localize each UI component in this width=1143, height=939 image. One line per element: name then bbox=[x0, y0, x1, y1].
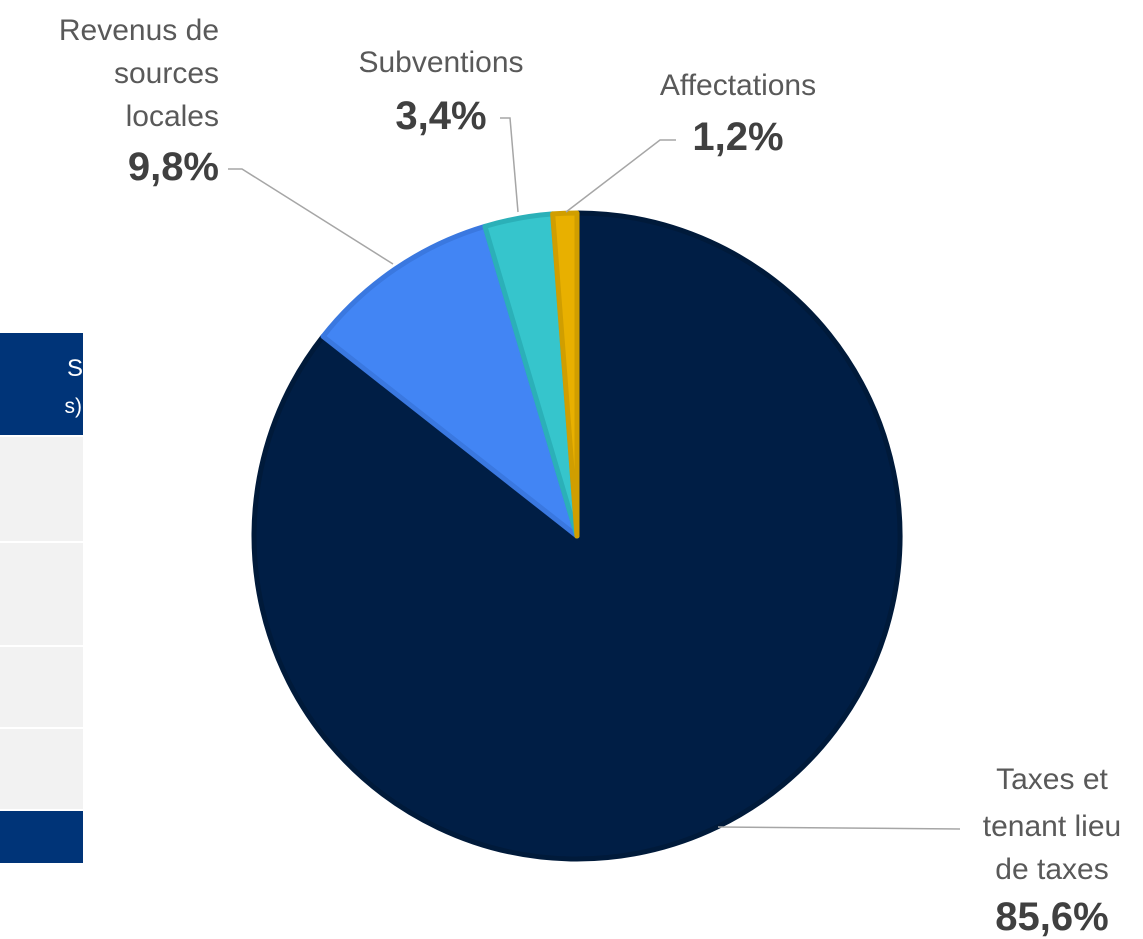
table-footer bbox=[0, 809, 83, 863]
pie-slice-revenus bbox=[320, 223, 580, 539]
pie-slice-affectations bbox=[550, 210, 580, 539]
table-row bbox=[0, 645, 83, 727]
table-header-line2: s) bbox=[64, 395, 83, 418]
label-subventions: Subventions bbox=[358, 46, 523, 79]
leader-line-revenus bbox=[228, 168, 394, 265]
value-label-affectations: 1,2% bbox=[692, 115, 783, 159]
label-taxes-line3: de taxes bbox=[995, 853, 1108, 886]
table-row bbox=[0, 727, 83, 809]
value-label-subventions: 3,4% bbox=[395, 94, 486, 138]
leader-line-taxes bbox=[717, 826, 961, 830]
table-header-line1: S bbox=[66, 355, 83, 382]
partial-table: S s) bbox=[0, 333, 83, 863]
label-taxes-line2: tenant lieu bbox=[983, 810, 1121, 843]
label-revenus-line3: locales bbox=[126, 100, 219, 133]
value-label-revenus: 9,8% bbox=[128, 145, 219, 189]
label-revenus-line1: Revenus de bbox=[59, 14, 219, 47]
label-taxes-line1: Taxes et bbox=[996, 763, 1108, 796]
label-revenus-line2: sources bbox=[114, 57, 219, 90]
pie-slices bbox=[251, 210, 903, 862]
label-affectations: Affectations bbox=[660, 69, 816, 102]
table-row bbox=[0, 541, 83, 645]
leader-line-affectations bbox=[565, 139, 676, 213]
table-row bbox=[0, 435, 83, 541]
leader-line-subventions bbox=[500, 117, 519, 213]
table-header: S s) bbox=[0, 333, 83, 435]
value-label-taxes: 85,6% bbox=[995, 895, 1108, 939]
